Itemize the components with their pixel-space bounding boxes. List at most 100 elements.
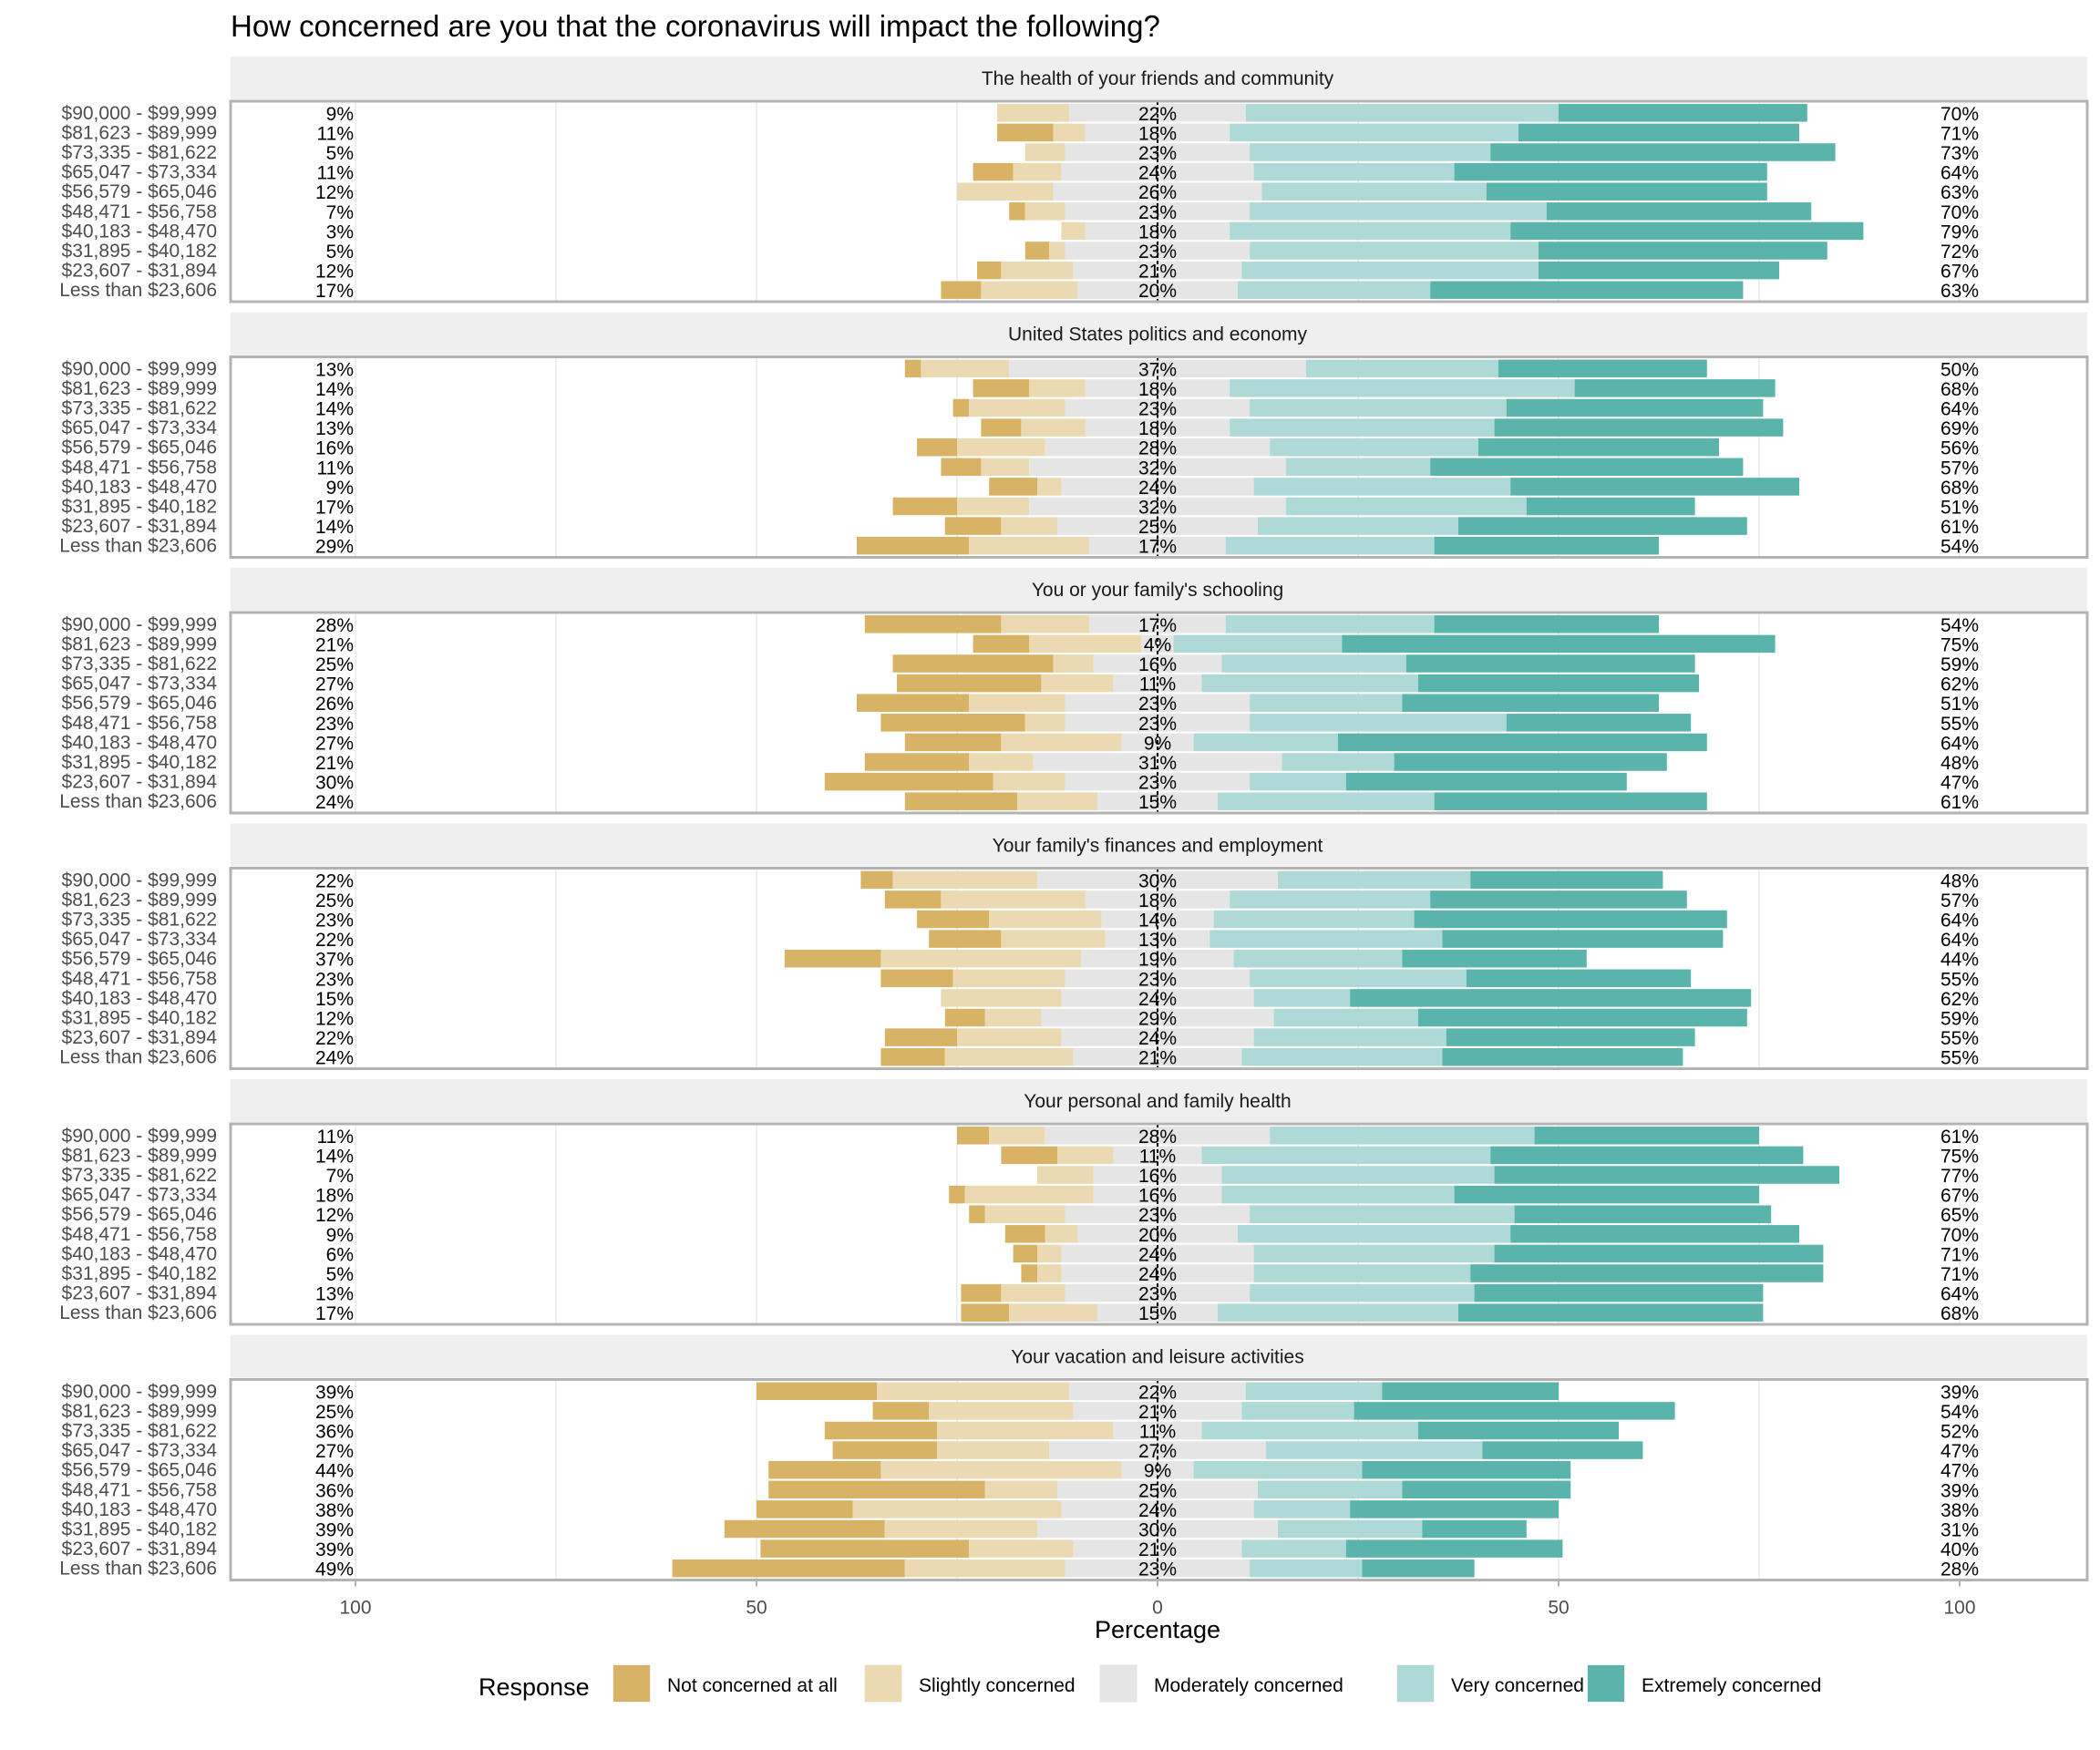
bar-row: Less than $23,606 24% 21% 55% <box>59 1047 1979 1069</box>
bar-segment-extremely-concerned <box>1454 1185 1759 1204</box>
bar-segment-slightly-concerned <box>1021 418 1086 437</box>
bar-segment-not-concerned-at-all <box>1013 1244 1037 1263</box>
bar-segment-not-concerned-at-all <box>884 1028 957 1046</box>
left-percent-label: 17% <box>315 1303 354 1324</box>
bar-segment-not-concerned-at-all <box>880 969 953 988</box>
bar-segment-very-concerned <box>1225 536 1435 555</box>
category-label: $65,047 - $73,334 <box>62 929 218 950</box>
bar-segment-slightly-concerned <box>884 1519 1037 1539</box>
bar-segment-slightly-concerned <box>969 1539 1074 1558</box>
left-percent-label: 11% <box>317 163 354 184</box>
bar-segment-extremely-concerned <box>1430 458 1744 477</box>
bar-row: $48,471 - $56,758 23% 23% 55% <box>62 713 1980 735</box>
right-percent-label: 59% <box>1940 1009 1979 1030</box>
bar-row: $40,183 - $48,470 15% 24% 62% <box>62 988 1980 1010</box>
category-label: $90,000 - $99,999 <box>62 614 217 635</box>
right-percent-label: 47% <box>1940 1461 1979 1482</box>
right-percent-label: 64% <box>1940 1284 1979 1305</box>
bar-segment-very-concerned <box>1250 1283 1475 1302</box>
bar-segment-extremely-concerned <box>1494 1166 1839 1184</box>
bar-segment-extremely-concerned <box>1342 634 1776 654</box>
category-label: $48,471 - $56,758 <box>62 713 217 734</box>
left-percent-label: 23% <box>315 969 354 990</box>
facet-panel: Your personal and family health $90,000 -… <box>59 1079 2089 1326</box>
bar-row: $81,623 - $89,999 14% 11% 75% <box>62 1145 1980 1167</box>
facet-strip <box>231 1079 2087 1122</box>
left-percent-label: 6% <box>326 1244 354 1265</box>
bar-segment-very-concerned <box>1221 1166 1495 1184</box>
category-label: $81,623 - $89,999 <box>62 890 217 911</box>
bar-segment-extremely-concerned <box>1338 733 1707 752</box>
legend-swatch <box>1100 1665 1137 1702</box>
bar-segment-very-concerned <box>1285 458 1431 477</box>
category-label: Less than $23,606 <box>59 1559 217 1580</box>
left-percent-label: 49% <box>315 1560 354 1580</box>
bar-segment-moderately-concerned <box>1089 615 1226 633</box>
bar-segment-not-concerned-at-all <box>884 890 942 909</box>
legend-label: Very concerned <box>1451 1675 1584 1696</box>
facet-title: Your vacation and leisure activities <box>1011 1347 1303 1368</box>
center-percent-label: 20% <box>1138 281 1177 302</box>
right-percent-label: 52% <box>1940 1422 1979 1443</box>
bar-segment-not-concerned-at-all <box>981 418 1022 437</box>
facet-panel: Your vacation and leisure activities $90,… <box>59 1334 2089 1581</box>
center-percent-label: 15% <box>1138 792 1177 813</box>
legend-label: Extremely concerned <box>1642 1675 1821 1696</box>
bar-segment-slightly-concerned <box>969 398 1065 417</box>
left-percent-label: 17% <box>315 281 354 302</box>
bar-segment-extremely-concerned <box>1418 1008 1747 1027</box>
bar-segment-very-concerned <box>1233 949 1403 968</box>
bar-row: $56,579 - $65,046 16% 28% 56% <box>62 438 1980 459</box>
bar-segment-slightly-concerned <box>984 1008 1042 1027</box>
bar-segment-slightly-concerned <box>1001 733 1122 752</box>
bar-segment-slightly-concerned <box>852 1500 1062 1518</box>
center-percent-label: 23% <box>1138 1560 1177 1580</box>
right-percent-label: 57% <box>1940 890 1979 911</box>
facet-panel: United States politics and economy $90,00… <box>59 312 2089 559</box>
bar-row: $56,579 - $65,046 44% 9% 47% <box>62 1460 1980 1482</box>
bar-segment-slightly-concerned <box>964 1185 1094 1204</box>
bar-row: $56,579 - $65,046 12% 26% 63% <box>62 181 1980 203</box>
x-tick-label: 0 <box>1152 1598 1163 1619</box>
bar-row: $73,335 - $81,622 25% 16% 59% <box>62 654 1980 675</box>
bar-row: $23,607 - $31,894 22% 24% 55% <box>62 1027 1980 1049</box>
left-percent-label: 14% <box>315 379 354 400</box>
bar-segment-very-concerned <box>1250 772 1346 791</box>
left-percent-label: 17% <box>315 498 354 519</box>
bar-row: $40,183 - $48,470 6% 24% 71% <box>62 1243 1980 1265</box>
right-percent-label: 77% <box>1940 1166 1979 1187</box>
bar-segment-extremely-concerned <box>1490 1146 1804 1165</box>
right-percent-label: 51% <box>1940 694 1979 715</box>
bar-row: $81,623 - $89,999 25% 18% 57% <box>62 890 1980 911</box>
bar-segment-extremely-concerned <box>1402 694 1659 712</box>
category-label: $23,607 - $31,894 <box>62 261 218 282</box>
bar-row: $56,579 - $65,046 37% 19% 44% <box>62 949 1980 971</box>
category-label: $73,335 - $81,622 <box>62 142 217 163</box>
right-percent-label: 72% <box>1940 242 1979 262</box>
panel-border <box>229 99 2089 304</box>
bar-row: $31,895 - $40,182 5% 23% 72% <box>62 241 1980 262</box>
right-percent-label: 38% <box>1940 1500 1979 1521</box>
bar-row: $81,623 - $89,999 25% 21% 54% <box>62 1401 1980 1423</box>
bar-segment-slightly-concerned <box>1037 1166 1094 1184</box>
x-axis: 100 50 0 50 100 <box>339 1580 1976 1619</box>
bar-segment-not-concerned-at-all <box>949 1185 965 1204</box>
bar-segment-very-concerned <box>1305 359 1498 378</box>
bar-segment-extremely-concerned <box>1402 1480 1571 1499</box>
bar-segment-not-concerned-at-all <box>897 674 1042 693</box>
right-percent-label: 61% <box>1940 517 1979 538</box>
bar-segment-very-concerned <box>1282 753 1395 771</box>
left-percent-label: 5% <box>326 242 354 262</box>
legend-item: Not concerned at all <box>612 1664 838 1703</box>
bar-segment-slightly-concerned <box>877 1382 1070 1401</box>
bar-segment-not-concerned-at-all <box>864 753 970 771</box>
right-percent-label: 62% <box>1940 674 1979 695</box>
left-percent-label: 16% <box>315 438 354 459</box>
right-percent-label: 64% <box>1940 930 1979 951</box>
bar-row: $65,047 - $73,334 22% 13% 64% <box>62 929 1980 951</box>
bar-segment-slightly-concerned <box>892 870 1037 890</box>
left-percent-label: 12% <box>315 182 354 203</box>
left-percent-label: 11% <box>317 458 354 479</box>
bar-segment-slightly-concerned <box>1001 615 1090 633</box>
bar-row: $81,623 - $89,999 14% 18% 68% <box>62 378 1980 400</box>
